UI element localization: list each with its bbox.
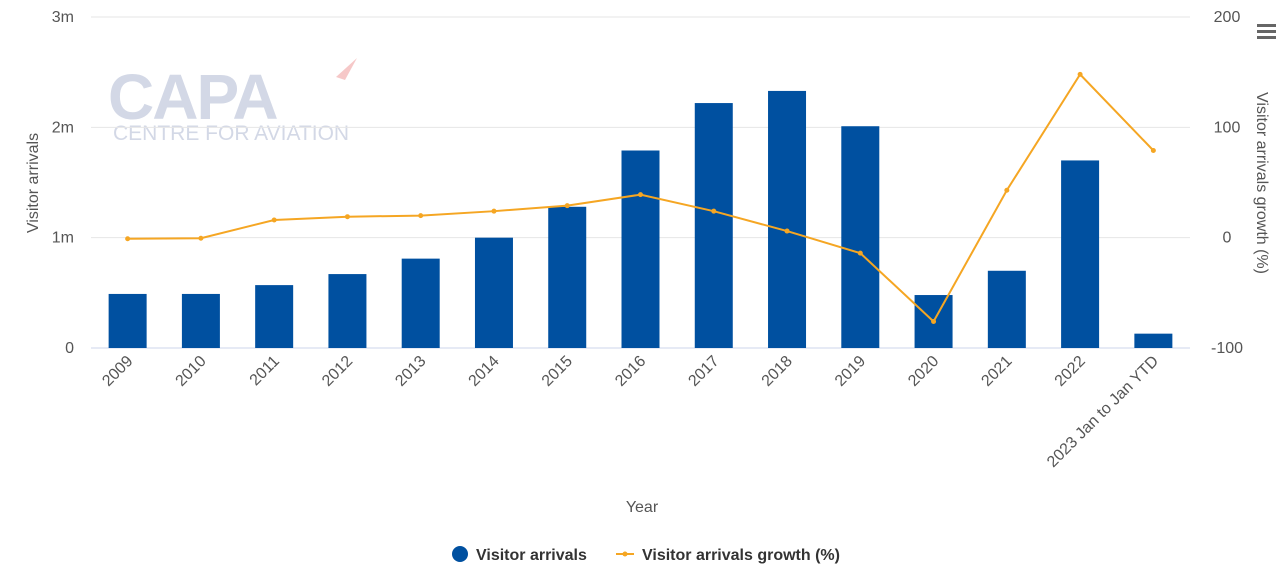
line-point[interactable] [344,214,350,220]
line-point[interactable] [784,228,790,234]
line-point[interactable] [931,319,937,325]
y2-tick-label: 200 [1214,9,1241,26]
line-point[interactable] [564,203,570,209]
x-tick-label: 2022 [1052,353,1089,390]
x-tick-label: 2020 [905,353,942,390]
line-point[interactable] [638,192,643,198]
line-point[interactable] [491,208,497,214]
x-tick-label: 2010 [173,353,210,390]
y-tick-label: 3m [52,9,74,26]
x-tick-label: 2018 [759,353,796,390]
x-tick-label: 2012 [319,353,356,390]
line-point[interactable] [125,236,131,242]
line-point[interactable] [1077,71,1083,77]
legend-marker-point [622,551,628,557]
bar[interactable] [474,237,513,348]
bar[interactable] [255,285,294,348]
bar[interactable] [841,126,880,348]
bar[interactable] [1061,160,1100,348]
bar[interactable] [548,206,587,348]
x-tick-label: 2013 [392,353,429,390]
watermark-sub: CENTRE FOR AVIATION [113,122,349,145]
legend-marker-bar [452,546,468,562]
bar[interactable] [768,90,807,348]
x-tick-label: 2017 [685,353,722,390]
y-axis-title: Visitor arrivals [25,133,42,233]
x-tick-label: 2011 [247,353,283,389]
line-point[interactable] [418,213,424,219]
bar[interactable] [181,293,220,348]
legend-item-visitor-arrivals-growth[interactable]: Visitor arrivals growth (%) [616,547,840,564]
bar[interactable] [401,258,440,348]
watermark-main: CAPA [108,61,277,133]
y-tick-label: 0 [65,340,74,357]
y-axis-right-ticks: -100 0 100 200 [1211,9,1243,357]
bar[interactable] [987,270,1026,348]
line-point[interactable] [198,235,204,241]
x-tick-label: 2014 [466,353,503,390]
bar[interactable] [621,150,660,348]
y-tick-label: 2m [52,119,74,136]
bar[interactable] [328,274,367,348]
x-tick-label: 2009 [99,353,136,390]
hamburger-menu-icon[interactable] [1257,24,1276,39]
line-point[interactable] [271,217,277,223]
bar-series [108,90,1173,348]
y2-tick-label: -100 [1211,340,1243,357]
y2-tick-label: 0 [1223,230,1232,247]
legend-item-visitor-arrivals[interactable]: Visitor arrivals [452,546,587,564]
line-point[interactable] [711,208,717,214]
bar[interactable] [694,103,733,348]
y2-tick-label: 100 [1214,119,1241,136]
logo-plane-icon [336,58,357,80]
x-axis-title: Year [626,499,659,516]
y2-axis-title: Visitor arrivals growth (%) [1253,92,1270,274]
line-point[interactable] [857,250,863,256]
legend-label-visitor-arrivals-growth: Visitor arrivals growth (%) [642,547,840,564]
x-tick-label: 2015 [539,353,576,390]
bar[interactable] [1134,333,1173,348]
x-axis-ticks: 2009 2010 2011 2012 2013 2014 2015 2016 2017 2018… [99,353,1162,471]
line-point[interactable] [1004,187,1010,193]
legend-label-visitor-arrivals: Visitor arrivals [476,547,587,564]
x-tick-label: 2019 [832,353,869,390]
x-tick-label: 2016 [612,353,649,390]
x-tick-label: 2021 [978,353,1015,390]
legend: Visitor arrivals Visitor arrivals growth… [452,546,840,564]
line-series [125,71,1156,325]
line-point[interactable] [1150,148,1156,154]
watermark-logo: CAPA CENTRE FOR AVIATION [108,58,357,145]
bar[interactable] [108,293,147,348]
y-axis-left-ticks: 0 1m 2m 3m [52,9,74,357]
y-tick-label: 1m [52,230,74,247]
